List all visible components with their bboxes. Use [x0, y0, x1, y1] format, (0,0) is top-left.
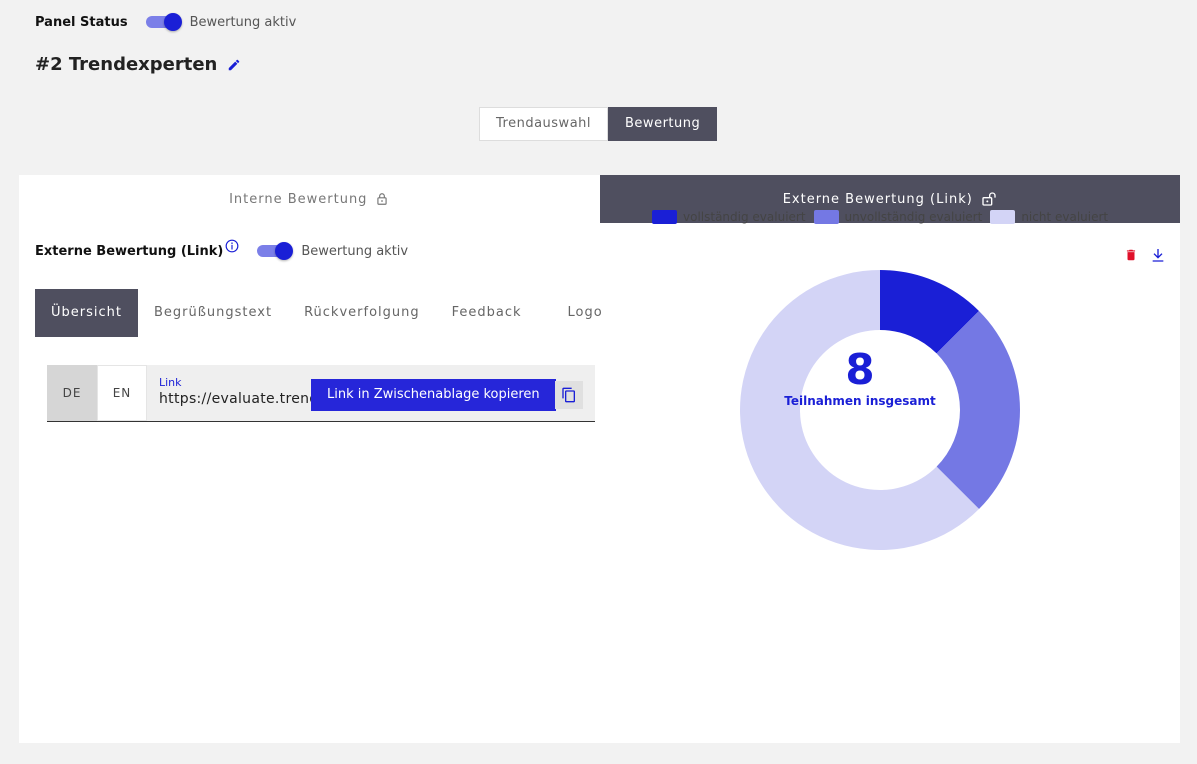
- donut-slice[interactable]: [740, 270, 979, 550]
- total-participations: 8: [845, 345, 875, 394]
- donut-slice[interactable]: [936, 311, 1020, 509]
- toggle-knob: [275, 242, 294, 260]
- panel-status: Panel Status Bewertung aktiv: [35, 12, 296, 32]
- legend-label: nicht evaluiert: [1021, 210, 1109, 224]
- segment-trendauswahl[interactable]: Trendauswahl: [479, 107, 609, 141]
- segment-bewertung[interactable]: Bewertung: [608, 107, 718, 141]
- tab-external-label: Externe Bewertung (Link): [782, 191, 973, 207]
- sub-tabs: Übersicht Begrüßungstext Rückverfolgung …: [35, 289, 619, 337]
- lock-icon: [377, 193, 388, 205]
- legend-swatch: [990, 210, 1016, 224]
- page-title-text: #2 Trendexperten: [35, 54, 218, 75]
- external-evaluation-toggle-label: Bewertung aktiv: [301, 243, 409, 259]
- link-box: DE EN Link https://evaluate.trendonlinge…: [47, 365, 595, 422]
- tab-rueckverfolgung[interactable]: Rückverfolgung: [304, 305, 420, 320]
- tab-logo[interactable]: Logo: [567, 305, 603, 320]
- trash-icon[interactable]: [1124, 247, 1138, 263]
- external-evaluation-title: Externe Bewertung (Link): [35, 243, 224, 259]
- tab-internal-label: Interne Bewertung: [229, 191, 368, 207]
- chart-legend: vollständig evaluiert unvollständig eval…: [652, 210, 1116, 224]
- toggle-knob: [163, 13, 182, 31]
- link-field[interactable]: Link https://evaluate.trendonlinge.com/t…: [147, 365, 595, 421]
- unlock-icon: [982, 192, 996, 206]
- language-en[interactable]: EN: [97, 365, 147, 421]
- copy-icon: [562, 387, 575, 403]
- tab-external-evaluation[interactable]: Externe Bewertung (Link): [599, 175, 1180, 223]
- donut-center: 8 Teilnahmen insgesamt: [780, 345, 940, 408]
- participation-donut-chart: [740, 270, 1020, 550]
- panel-status-label: Panel Status: [35, 14, 128, 30]
- total-participations-label: Teilnahmen insgesamt: [784, 394, 936, 408]
- tab-uebersicht[interactable]: Übersicht: [35, 289, 138, 337]
- view-switch: Trendauswahl Bewertung: [479, 107, 718, 141]
- legend-item: unvollständig evaluiert: [813, 210, 983, 224]
- panel-status-toggle[interactable]: [145, 12, 182, 32]
- donut-slice[interactable]: [880, 270, 979, 354]
- legend-swatch: [813, 210, 839, 224]
- copy-button[interactable]: [555, 381, 583, 409]
- info-icon[interactable]: [225, 239, 239, 253]
- legend-label: unvollständig evaluiert: [844, 210, 983, 224]
- legend-swatch: [652, 210, 677, 224]
- legend-item: vollständig evaluiert: [652, 210, 806, 224]
- evaluation-tabs: Interne Bewertung Externe Bewertung (Lin…: [19, 175, 1180, 223]
- tab-feedback[interactable]: Feedback: [451, 305, 522, 320]
- header-actions: [1124, 247, 1166, 263]
- external-evaluation-toggle[interactable]: [257, 241, 294, 261]
- page-title: #2 Trendexperten: [35, 54, 241, 75]
- pencil-icon[interactable]: [227, 58, 241, 72]
- copy-tooltip: Link in Zwischenablage kopieren: [311, 379, 556, 411]
- tab-begruessungstext[interactable]: Begrüßungstext: [153, 305, 273, 320]
- link-label: Link: [159, 376, 182, 389]
- language-de[interactable]: DE: [47, 365, 97, 421]
- tab-internal-evaluation[interactable]: Interne Bewertung: [19, 175, 600, 223]
- download-icon[interactable]: [1150, 247, 1166, 263]
- legend-label: vollständig evaluiert: [683, 210, 806, 224]
- legend-item: nicht evaluiert: [990, 210, 1108, 224]
- panel-status-toggle-label: Bewertung aktiv: [189, 14, 297, 30]
- external-evaluation-header: Externe Bewertung (Link) Bewertung aktiv: [35, 239, 409, 261]
